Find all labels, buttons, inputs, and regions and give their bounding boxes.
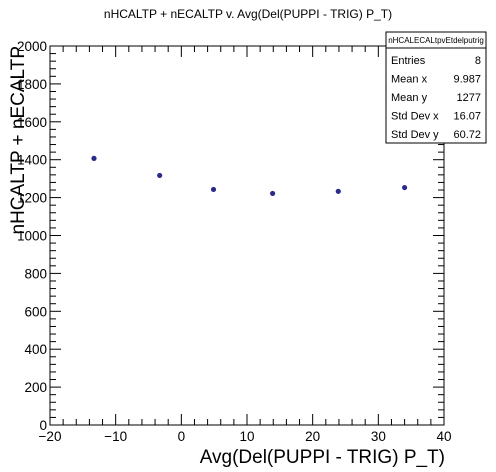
x-axis: −20 −10 0 10 20 30 40 (39, 46, 452, 444)
stats-label: Std Dev x (391, 111, 439, 123)
stats-value: 8 (475, 55, 481, 67)
y-tick-label: 600 (24, 304, 47, 319)
data-points (91, 155, 408, 197)
y-axis-title: nHCALTP + nECALTP (8, 46, 29, 235)
data-point (402, 184, 408, 191)
y-tick-label: 1800 (17, 77, 47, 92)
data-point (91, 155, 97, 161)
stats-label: Entries (391, 55, 426, 67)
y-tick-label: 1000 (17, 229, 47, 244)
x-tick-label: −20 (39, 429, 62, 444)
y-tick-label: 1400 (17, 153, 47, 168)
stats-value: 60.72 (453, 129, 481, 141)
stats-box-name: nHCALECALtpvEtdelputrig (388, 36, 484, 45)
data-point (335, 188, 341, 194)
x-tick-label: 20 (305, 429, 320, 444)
y-tick-label: 1200 (17, 191, 47, 206)
y-tick-label: 0 (39, 418, 47, 433)
data-point (210, 186, 217, 193)
stats-label: Mean x (391, 74, 428, 86)
x-tick-label: 40 (436, 429, 451, 444)
x-tick-label: −10 (104, 429, 127, 444)
stats-box: nHCALECALtpvEtdelputrig Entries 8 Mean x 9.… (385, 31, 487, 144)
y-tick-label: 800 (24, 266, 47, 281)
data-point (270, 190, 276, 197)
stats-label: Mean y (391, 92, 428, 104)
chart-title: nHCALTP + nECALTP v. Avg(Del(PUPPI - TRI… (104, 7, 392, 21)
x-tick-label: 10 (239, 429, 254, 444)
x-tick-label: 30 (371, 429, 386, 444)
x-tick-label: 0 (178, 429, 186, 444)
y-tick-label: 400 (24, 342, 47, 357)
stats-box-frame (385, 31, 487, 144)
stats-value: 16.07 (453, 111, 481, 123)
x-axis-title: Avg(Del(PUPPI - TRIG) P_T) (200, 447, 445, 468)
y-tick-label: 200 (24, 380, 47, 395)
stats-label: Std Dev y (391, 129, 439, 141)
stats-value: 9.987 (453, 74, 481, 86)
y-tick-label: 2000 (17, 39, 47, 54)
y-tick-label: 1600 (17, 115, 47, 130)
data-point (157, 172, 163, 179)
stats-value: 1277 (457, 92, 481, 104)
stats-rows: Entries 8 Mean x 9.987 Mean y 1277 Std Dev x 16… (391, 55, 481, 141)
